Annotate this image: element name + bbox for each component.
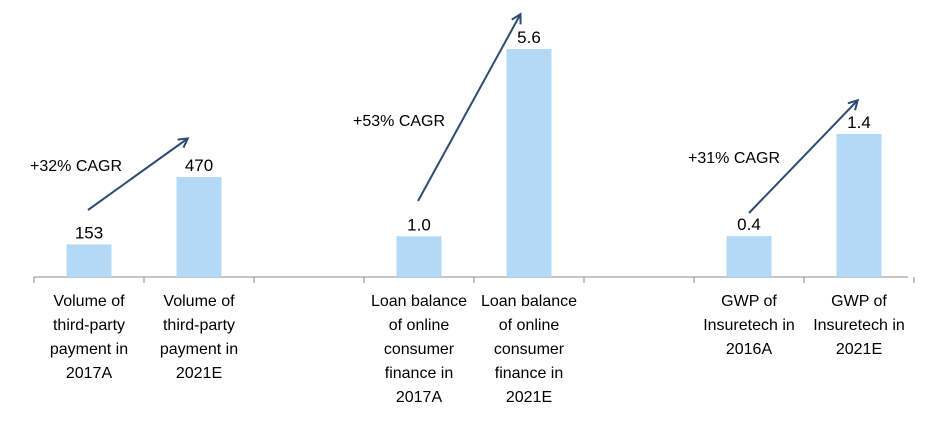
category-label: Loan balance of online consumer finance in 2… bbox=[481, 293, 577, 406]
category-label: Loan balance of online consumer finance in 2… bbox=[371, 293, 467, 406]
bar-value-label: 1.4 bbox=[847, 113, 871, 132]
bar-value-label: 1.0 bbox=[407, 215, 431, 234]
category-label: Volume of third-party payment in 2021E bbox=[160, 293, 238, 382]
category-label: GWP of Insuretech in 2016A bbox=[703, 293, 795, 358]
bar bbox=[726, 236, 772, 277]
category-label: GWP of Insuretech in 2021E bbox=[813, 293, 905, 358]
cagr-arrow bbox=[417, 15, 520, 202]
axis-ticks bbox=[33, 277, 915, 283]
bar bbox=[176, 177, 222, 277]
bar-value-label: 153 bbox=[75, 223, 103, 242]
bar-value-label: 0.4 bbox=[737, 215, 761, 234]
bar bbox=[506, 49, 552, 277]
bar-value-label: 5.6 bbox=[517, 28, 541, 47]
bars bbox=[66, 49, 882, 277]
category-label: Volume of third-party payment in 2017A bbox=[50, 293, 128, 382]
cagr-arrow bbox=[748, 101, 857, 214]
cagr-label: +32% CAGR bbox=[30, 158, 122, 175]
bar bbox=[396, 236, 442, 277]
cagr-label: +31% CAGR bbox=[688, 150, 780, 167]
cagr-arrow bbox=[87, 139, 187, 211]
labels: 153 Volume of third-party payment in 2017A 47… bbox=[30, 28, 905, 406]
cagr-label: +53% CAGR bbox=[353, 113, 445, 130]
cagr-arrows bbox=[87, 15, 857, 214]
bar bbox=[66, 244, 112, 277]
bar-value-label: 470 bbox=[185, 156, 213, 175]
bar bbox=[836, 134, 882, 277]
